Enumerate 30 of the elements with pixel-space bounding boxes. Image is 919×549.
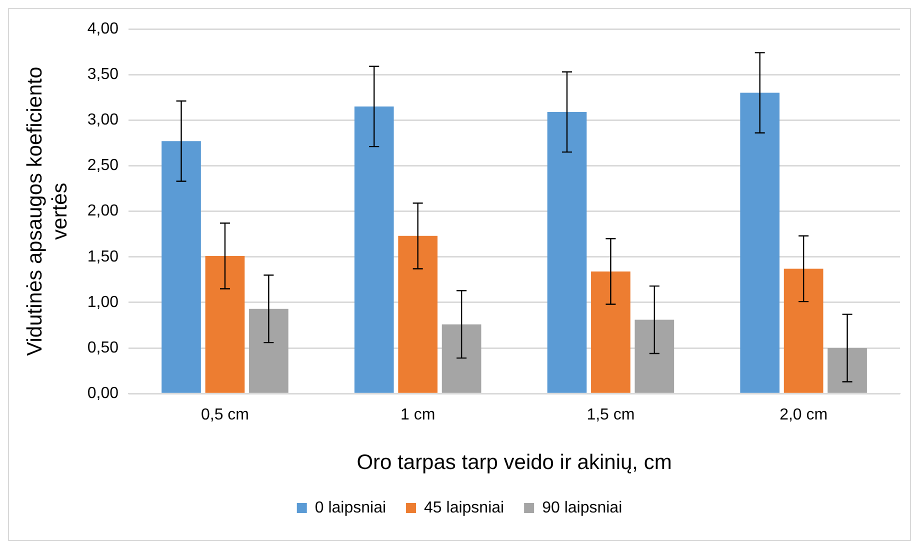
y-tick-label: 2,50 [87, 157, 119, 174]
bar [442, 324, 482, 393]
x-tick-label: 1 cm [400, 406, 436, 424]
y-tick-label: 3,50 [87, 66, 119, 83]
bar [205, 256, 245, 393]
y-tick-label: 0,00 [87, 385, 119, 402]
y-axis-title: Vidutinės apsaugos koeficiento vertės [23, 66, 72, 356]
y-tick-label: 3,00 [87, 112, 119, 129]
bar [784, 268, 824, 393]
x-tick-label: 1,5 cm [586, 406, 635, 424]
bar [634, 320, 674, 393]
x-tick-label: 0,5 cm [200, 406, 249, 424]
bar [591, 271, 630, 393]
bar [162, 141, 201, 393]
y-tick-label: 1,00 [87, 294, 119, 311]
bar [249, 308, 288, 393]
x-axis-title: Oro tarpas tarp veido ir akinių, cm [356, 451, 672, 474]
x-tick-label: 2,0 cm [780, 406, 828, 424]
bar [354, 106, 394, 393]
bar [398, 236, 438, 393]
legend-label: 90 laipsniai [542, 499, 622, 516]
bar [828, 348, 867, 393]
y-tick-label: 4,00 [87, 20, 119, 38]
legend-label: 0 laipsniai [314, 499, 386, 516]
y-tick-label: 0,50 [87, 339, 119, 356]
bar [547, 112, 587, 393]
legend-label: 45 laipsniai [424, 499, 504, 516]
bar [740, 92, 780, 393]
y-tick-label: 2,00 [87, 202, 119, 220]
y-tick-label: 1,50 [87, 248, 119, 266]
